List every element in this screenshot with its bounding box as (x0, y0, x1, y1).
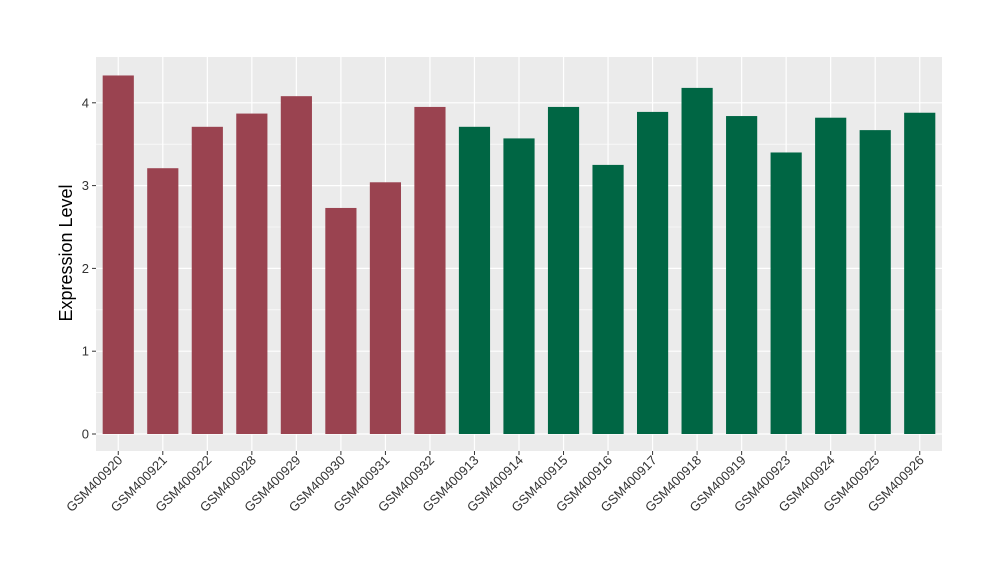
bar-GSM400913 (458, 126, 491, 434)
bar-GSM400929 (280, 96, 312, 435)
y-tick-label: 1 (82, 344, 89, 359)
bar-GSM400919 (726, 116, 758, 434)
bar-GSM400932 (414, 106, 446, 434)
bar-GSM400930 (325, 207, 357, 434)
bar-GSM400923 (770, 152, 802, 435)
y-axis: 0 1 2 3 4 (82, 95, 96, 442)
bar-GSM400928 (236, 113, 268, 435)
y-axis-title: Expression Level (56, 184, 76, 321)
y-tick-label: 0 (82, 427, 89, 442)
bar-GSM400926 (904, 112, 936, 435)
x-axis: GSM400920GSM400921GSM400922GSM400928GSM4… (63, 451, 927, 515)
bar-GSM400925 (859, 130, 891, 434)
bar-GSM400914 (503, 138, 535, 435)
bar-GSM400915 (547, 106, 580, 434)
bar-GSM400931 (369, 182, 402, 434)
bar-GSM400922 (191, 126, 223, 434)
bar-GSM400918 (681, 87, 713, 435)
y-tick-label: 3 (82, 178, 89, 193)
bars (102, 75, 936, 435)
bar-GSM400924 (815, 117, 847, 434)
bar-GSM400921 (147, 168, 179, 434)
y-tick-label: 2 (82, 261, 89, 276)
bar-GSM400920 (102, 75, 134, 434)
y-tick-label: 4 (82, 95, 89, 110)
bar-GSM400917 (636, 111, 669, 435)
bar-GSM400916 (592, 164, 624, 434)
